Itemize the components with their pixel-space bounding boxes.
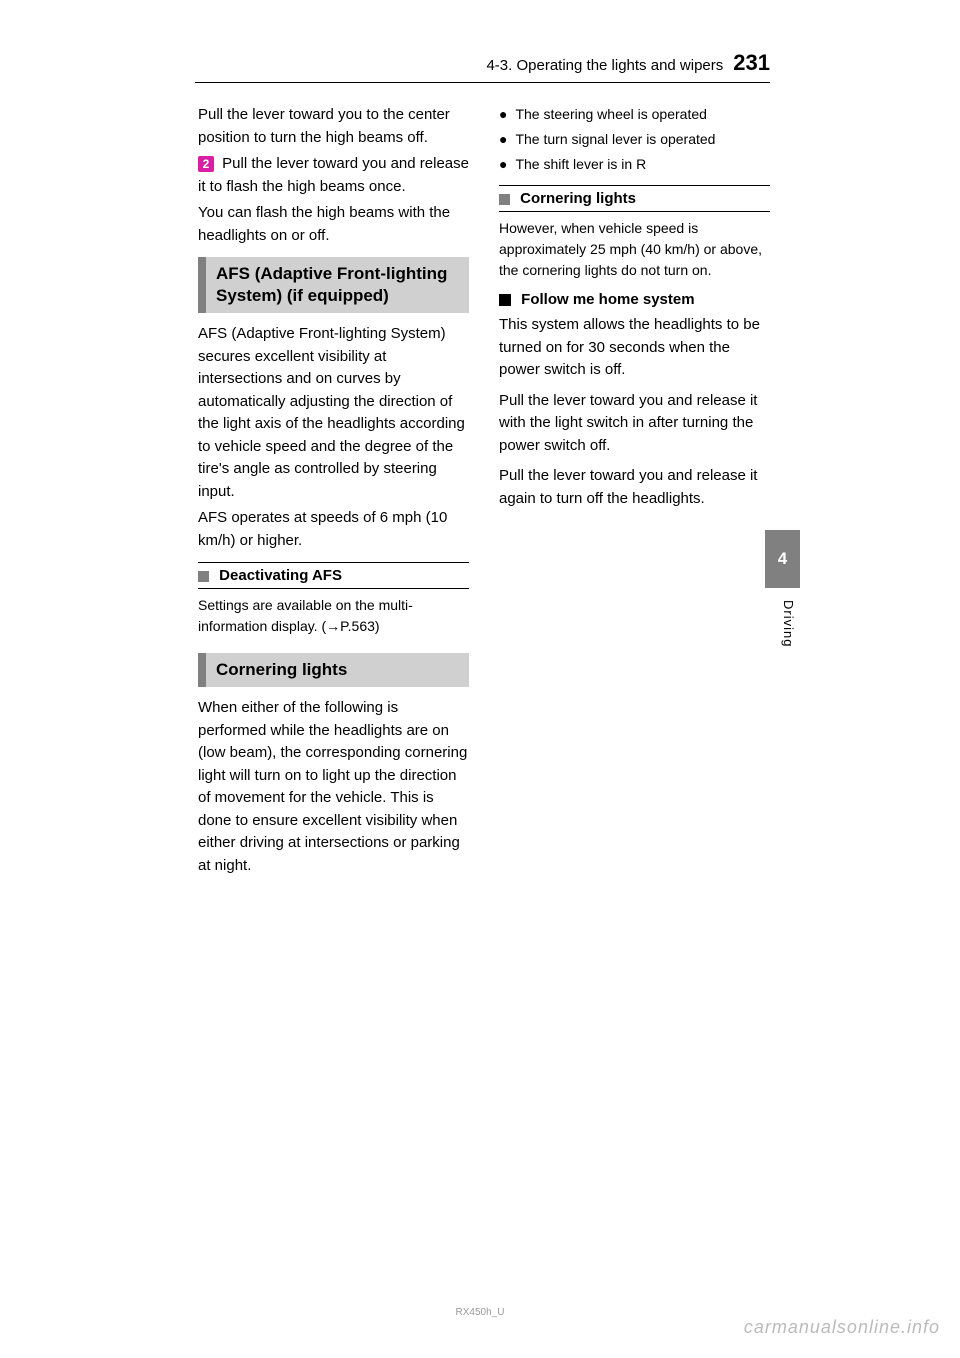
note-header-cornering: Cornering lights (499, 185, 770, 212)
para2a-text: Pull the lever toward you and release it… (198, 155, 469, 195)
right-column: ● The steering wheel is operated ● The t… (499, 104, 770, 881)
left-column: Pull the lever toward you to the center … (198, 104, 469, 881)
note-box-cornering: Cornering lights However, when vehicle s… (499, 185, 770, 287)
watermark: carmanualsonline.info (744, 1317, 940, 1338)
bullet1-text: The steering wheel is operated (515, 104, 706, 125)
note-ref-afs: (→P.563) (321, 618, 379, 634)
note-box-afs: Deactivating AFS Settings are available … (198, 562, 469, 643)
note-square-icon (499, 194, 510, 205)
follow-me-home-heading: Follow me home system (499, 291, 770, 308)
bullet-3: ● The shift lever is in R (499, 154, 770, 175)
note-heading-afs: Deactivating AFS (219, 567, 342, 584)
afs-para1: AFS (Adaptive Front-lighting System) sec… (198, 323, 469, 503)
bullet3-text: The shift lever is in R (515, 154, 646, 175)
fmh-title: Follow me home system (521, 291, 694, 308)
black-square-icon (499, 294, 511, 306)
header-divider (195, 82, 770, 83)
para2b-text: You can flash the high beams with the he… (198, 202, 469, 247)
bullet2-text: The turn signal lever is operated (515, 129, 715, 150)
bullet-2: ● The turn signal lever is operated (499, 129, 770, 150)
afs-para2: AFS operates at speeds of 6 mph (10 km/h… (198, 507, 469, 552)
bullet-mark-icon: ● (499, 129, 507, 150)
side-tab-number: 4 (778, 549, 787, 569)
note-header-afs: Deactivating AFS (198, 562, 469, 589)
note-square-icon (198, 571, 209, 582)
note-body-cornering: However, when vehicle speed is approxima… (499, 212, 770, 287)
bullet-mark-icon: ● (499, 104, 507, 125)
bullet-mark-icon: ● (499, 154, 507, 175)
section-afs-heading: AFS (Adaptive Front-lighting System) (if… (198, 257, 469, 313)
note-body-afs: Settings are available on the multi-info… (198, 589, 469, 643)
fmh-para1: This system allows the headlights to be … (499, 314, 770, 382)
cornering-para: When either of the following is performe… (198, 697, 469, 877)
header-section: 4-3. Operating the lights and wipers (486, 57, 723, 74)
bullet-1: ● The steering wheel is operated (499, 104, 770, 125)
para-marker-2: 2 Pull the lever toward you and release … (198, 153, 469, 198)
model-code: RX450h_U (456, 1307, 505, 1318)
para-pull-lever: Pull the lever toward you to the center … (198, 104, 469, 149)
note-heading-cornering: Cornering lights (520, 190, 636, 207)
side-tab: 4 (765, 530, 800, 588)
section-cornering-heading: Cornering lights (198, 653, 469, 687)
side-label: Driving (781, 600, 796, 647)
marker-2-icon: 2 (198, 156, 214, 172)
fmh-para2: Pull the lever toward you and release it… (499, 390, 770, 458)
page-number: 231 (733, 50, 770, 76)
fmh-para3: Pull the lever toward you and release it… (499, 465, 770, 510)
